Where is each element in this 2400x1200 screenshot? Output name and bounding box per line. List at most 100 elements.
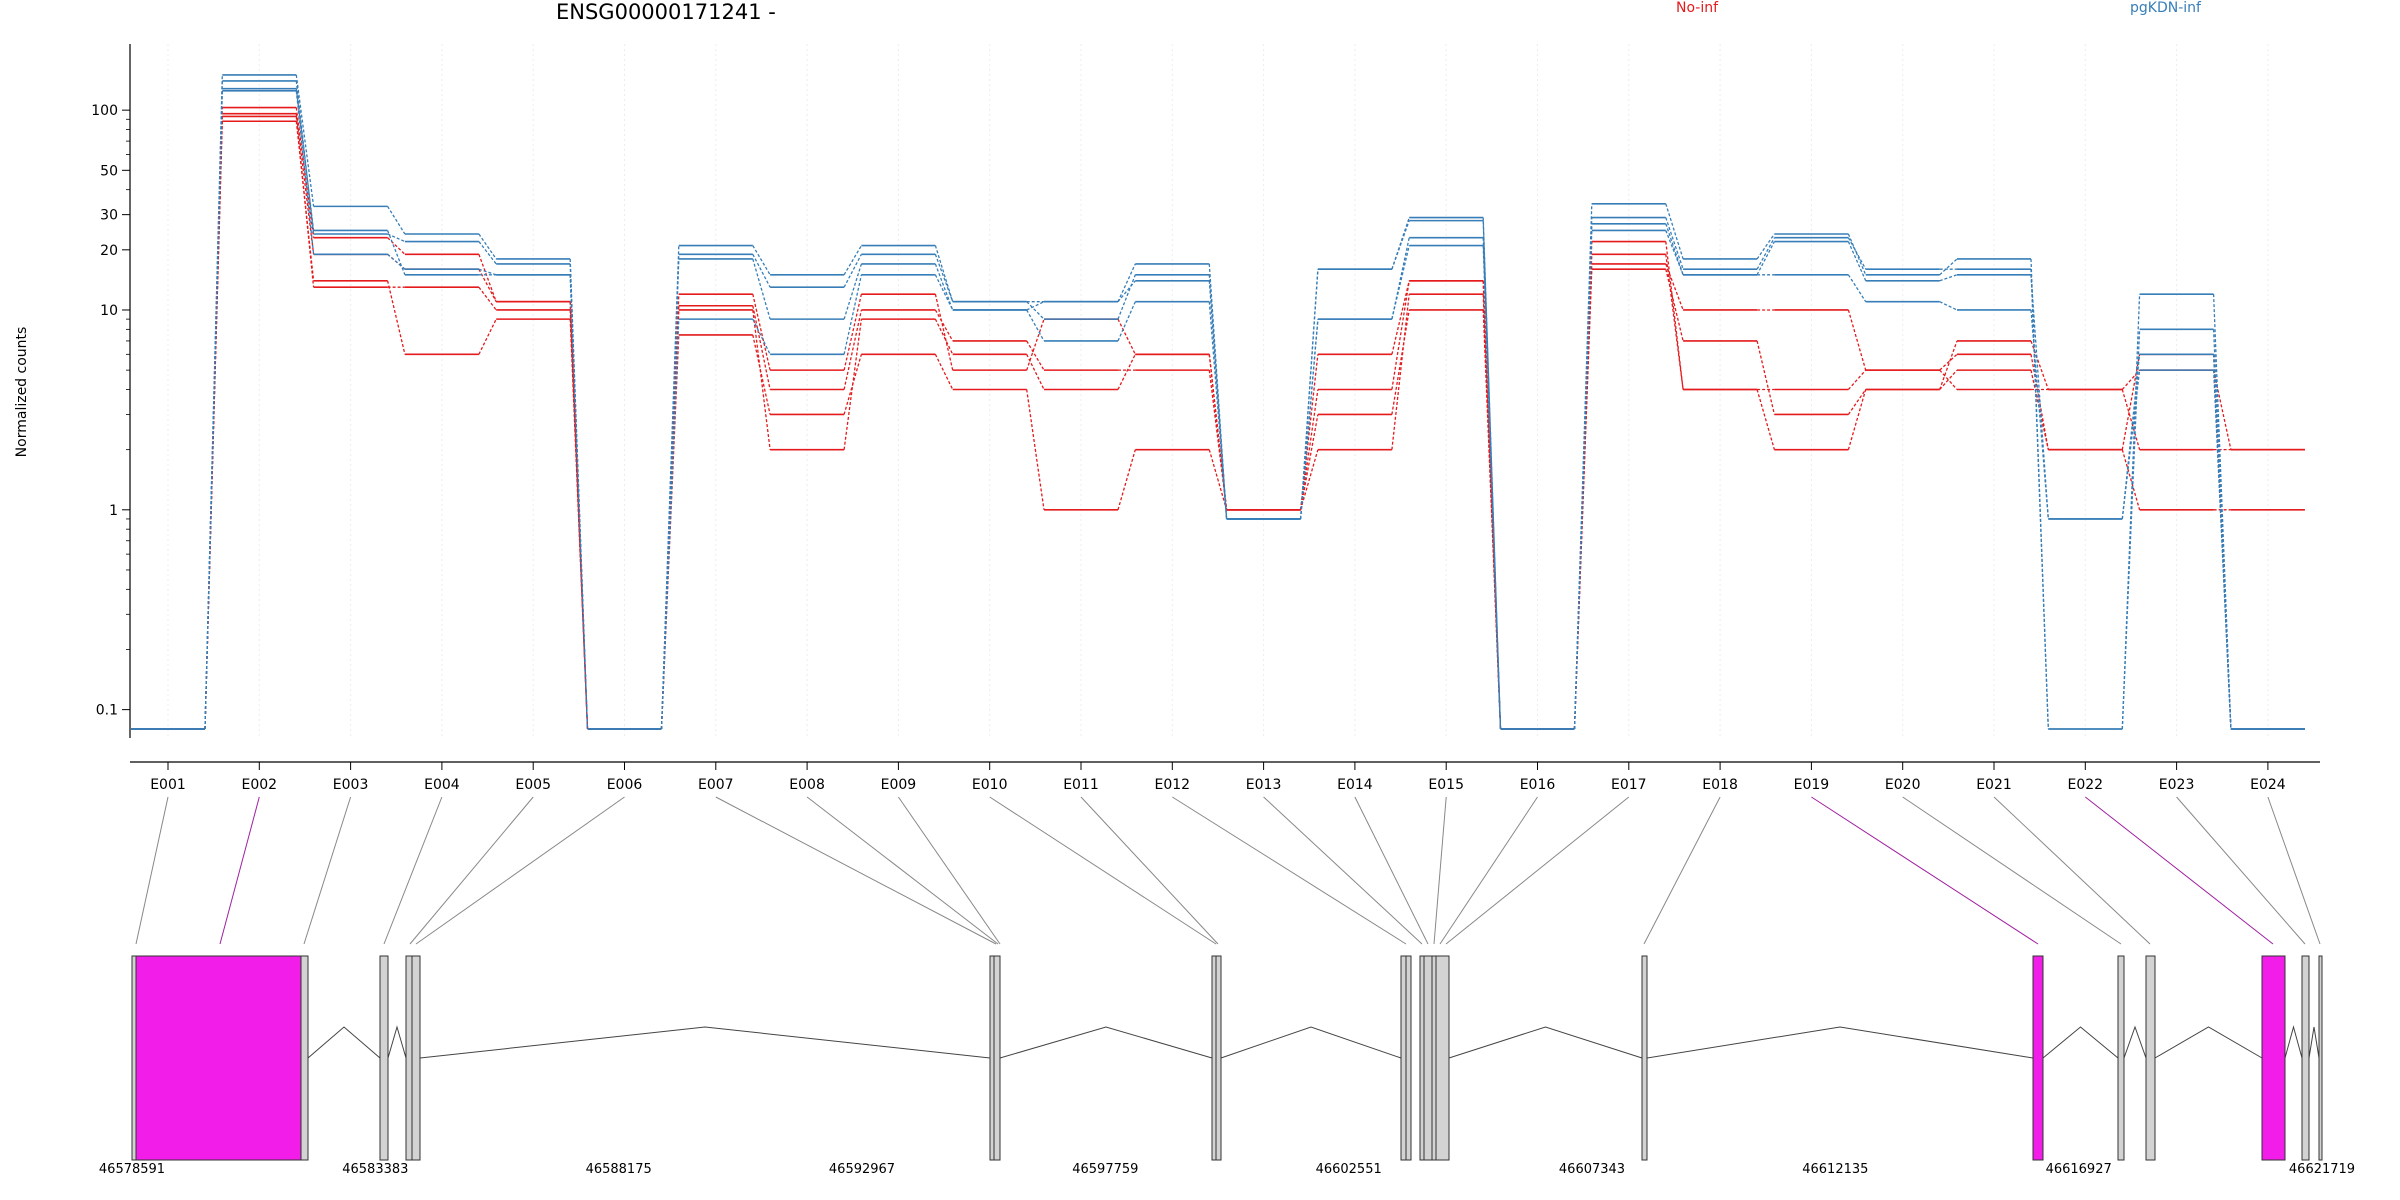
exon-connector — [2084, 796, 2274, 945]
genomic-coordinate-label: 46621719 — [2289, 1162, 2355, 1177]
x-tick-label: E024 — [2250, 777, 2286, 793]
x-tick-label: E012 — [1155, 777, 1191, 793]
exon-box — [2301, 955, 2310, 1161]
exon-box — [2117, 955, 2125, 1161]
genomic-coordinate-label: 46578591 — [99, 1162, 165, 1177]
exon-connector — [1172, 796, 1407, 945]
exon-connector — [1080, 796, 1219, 945]
series-connector — [387, 237, 406, 255]
series-connector — [1939, 258, 1958, 276]
x-tick-label: E017 — [1611, 777, 1647, 793]
series-connector — [1117, 354, 1136, 390]
genomic-coordinate-label: 46607343 — [1559, 1162, 1625, 1177]
intron-line — [2284, 1025, 2303, 1059]
series-connector — [752, 305, 771, 390]
genomic-coordinate-label: 46602551 — [1316, 1162, 1382, 1177]
series-connector — [478, 233, 497, 260]
series-connector — [2212, 369, 2232, 450]
y-axis-label: Normalized counts — [14, 326, 30, 458]
exon-box — [1211, 955, 1217, 1161]
series-connector — [1847, 389, 1867, 415]
series-connector — [843, 253, 862, 288]
series-connector — [934, 309, 954, 342]
legend-label-no-inf: No-inf — [1676, 0, 1719, 16]
series-connector — [934, 354, 954, 390]
series-connector — [1299, 319, 1319, 520]
series-connector — [660, 245, 680, 730]
series-connector — [1939, 340, 1958, 390]
series-connector — [843, 309, 863, 390]
exon-connector — [409, 796, 534, 945]
exon-box — [2145, 955, 2156, 1161]
exon-box — [1435, 955, 1450, 1161]
exon-connector — [303, 796, 352, 945]
series-connector — [1117, 274, 1136, 320]
series-connector — [1665, 230, 1684, 276]
exon-connector — [1263, 796, 1423, 945]
series-connector — [386, 280, 406, 355]
series-connector — [1208, 449, 1228, 510]
series-connector — [843, 274, 863, 355]
series-connector — [1299, 269, 1319, 519]
x-tick-label: E020 — [1885, 777, 1921, 793]
series-connector — [1665, 217, 1684, 270]
genomic-coordinate-label: 46588175 — [586, 1162, 652, 1177]
x-tick-label: E013 — [1246, 777, 1282, 793]
series-connector — [2121, 449, 2141, 510]
y-tick-label: 0.1 — [96, 703, 118, 719]
y-tick-label: 10 — [100, 303, 118, 319]
intron-line — [2042, 1026, 2119, 1059]
series-connector — [386, 230, 406, 276]
exon-box — [135, 955, 302, 1161]
x-tick-label: E010 — [972, 777, 1008, 793]
exon-connector — [1643, 796, 1721, 945]
exon-box — [1431, 955, 1437, 1161]
series-connector — [2121, 389, 2141, 450]
series-connector — [2212, 329, 2232, 730]
series-connector — [1026, 318, 1045, 371]
series-connector — [1665, 269, 1684, 342]
exon-connector — [1354, 796, 1429, 945]
intron-line — [307, 1026, 381, 1059]
series-connector — [387, 206, 406, 235]
series-connector — [295, 90, 315, 255]
exon-box — [379, 955, 389, 1161]
x-tick-label: E004 — [424, 777, 460, 793]
y-tick-label: 50 — [100, 163, 118, 179]
series-connector — [1665, 254, 1684, 390]
intron-line — [2154, 1026, 2263, 1059]
series-connector — [1391, 237, 1410, 320]
exon-box — [1405, 955, 1412, 1161]
x-tick-label: E022 — [2068, 777, 2104, 793]
genomic-coordinate-label: 46612135 — [1802, 1162, 1868, 1177]
exon-box — [2318, 955, 2323, 1161]
series-connector — [1299, 389, 1319, 510]
series-connector — [2030, 340, 2049, 390]
series-connector — [1756, 233, 1775, 260]
series-connector — [1847, 241, 1867, 282]
series-connector — [2030, 354, 2049, 450]
series-connector — [1117, 449, 1136, 510]
exon-connector — [1993, 796, 2151, 945]
series-connector — [1756, 241, 1775, 276]
series-connector — [843, 319, 863, 450]
intron-line — [2308, 1026, 2320, 1059]
series-connector — [1756, 340, 1776, 415]
series-connector — [1847, 233, 1867, 276]
x-tick-label: E006 — [607, 777, 643, 793]
exon-connector — [1439, 796, 1538, 945]
exon-connector — [715, 796, 997, 945]
series-connector — [2030, 274, 2049, 519]
x-tick-label: E008 — [789, 777, 825, 793]
series-3 — [131, 112, 2305, 730]
series-connector — [295, 116, 315, 288]
series-connector — [843, 294, 863, 371]
exon-box — [411, 955, 421, 1161]
series-connector — [1573, 230, 1593, 730]
x-tick-label: E003 — [333, 777, 369, 793]
exon-box — [300, 955, 309, 1161]
intron-line — [419, 1026, 991, 1059]
x-tick-label: E014 — [1337, 777, 1373, 793]
series-connector — [1665, 223, 1684, 276]
